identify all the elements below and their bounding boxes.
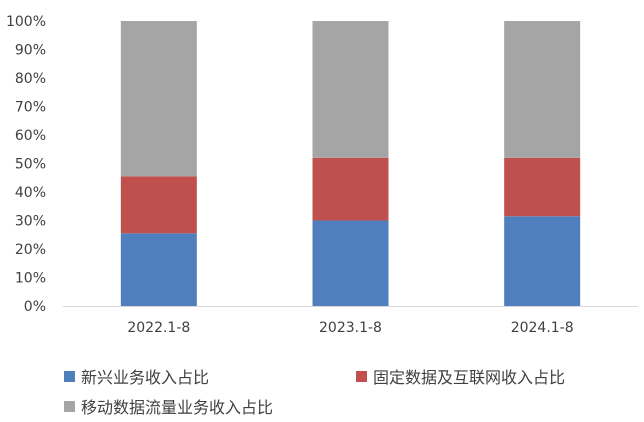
bar-segment-1 bbox=[120, 233, 197, 306]
legend-swatch bbox=[356, 370, 367, 382]
bar-segment-1 bbox=[312, 220, 389, 306]
legend-item: 新兴业务收入占比 bbox=[64, 364, 209, 388]
y-tick-label: 20% bbox=[15, 242, 46, 258]
y-tick-label: 70% bbox=[15, 100, 46, 116]
y-tick-label: 80% bbox=[15, 71, 46, 87]
y-tick-label: 50% bbox=[15, 157, 46, 173]
bar-segment-1 bbox=[504, 216, 581, 306]
y-tick-label: 30% bbox=[15, 214, 46, 230]
bar-segment-3 bbox=[120, 21, 197, 177]
legend-label: 固定数据及互联网收入占比 bbox=[373, 368, 566, 387]
legend-swatch bbox=[64, 400, 75, 412]
legend-item: 移动数据流量业务收入占比 bbox=[64, 394, 273, 418]
legend-label: 新兴业务收入占比 bbox=[81, 368, 210, 387]
legend-label: 移动数据流量业务收入占比 bbox=[81, 398, 274, 417]
chart-legend: 新兴业务收入占比 固定数据及互联网收入占比移动数据流量业务收入占比 bbox=[58, 362, 638, 422]
bar-segment-2 bbox=[504, 157, 581, 217]
y-tick-label: 40% bbox=[15, 185, 46, 201]
y-tick-label: 100% bbox=[6, 14, 46, 30]
bar-segment-3 bbox=[504, 21, 581, 158]
x-tick-label: 2023.1-8 bbox=[319, 320, 382, 336]
bar-segment-2 bbox=[120, 176, 197, 234]
y-tick-label: 60% bbox=[15, 128, 46, 144]
x-tick-label: 2024.1-8 bbox=[511, 320, 574, 336]
y-tick-label: 10% bbox=[15, 271, 46, 287]
bar-segment-3 bbox=[312, 21, 389, 158]
y-tick-label: 0% bbox=[24, 299, 46, 315]
legend-swatch bbox=[64, 370, 75, 382]
bar-segment-2 bbox=[312, 157, 389, 221]
y-tick-label: 90% bbox=[15, 43, 46, 59]
x-tick-label: 2022.1-8 bbox=[127, 320, 190, 336]
legend-item: 固定数据及互联网收入占比 bbox=[356, 364, 565, 388]
